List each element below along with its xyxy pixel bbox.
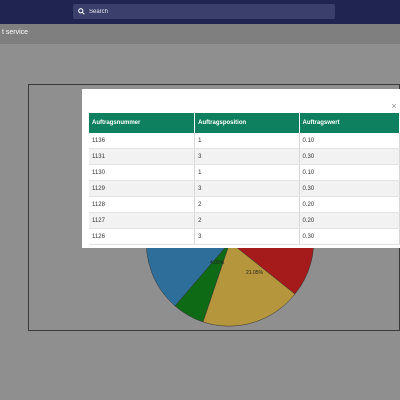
cell-auftragswert: 0.10: [299, 133, 400, 149]
cell-auftragsposition: 2: [194, 212, 300, 229]
table-row[interactable]: 1131 3 0.30: [89, 148, 400, 165]
table-row[interactable]: 1136 1 0.10: [89, 133, 400, 149]
cell-auftragsposition: 1: [194, 133, 300, 149]
page-title: t service: [2, 29, 29, 36]
table-row[interactable]: 1129 3 0.30: [89, 180, 400, 197]
cell-auftragsposition: 2: [194, 196, 300, 213]
search-box[interactable]: [73, 4, 335, 19]
cell-auftragswert: 0.20: [299, 212, 400, 229]
column-header-auftragsposition[interactable]: Auftragsposition: [194, 113, 300, 133]
pie-label-green: 4.05%: [210, 260, 225, 266]
cell-auftragsnummer: 1131: [89, 148, 196, 165]
column-header-auftragswert[interactable]: Auftragswert: [299, 113, 400, 133]
cell-auftragsposition: 1: [194, 164, 300, 181]
cell-auftragsposition: 3: [194, 228, 300, 245]
pie-label-gold: 21.05%: [246, 270, 264, 276]
cell-auftragsnummer: 1129: [89, 180, 196, 197]
cell-auftragswert: 0.30: [299, 180, 400, 197]
column-header-auftragsnummer[interactable]: Auftragsnummer: [89, 113, 196, 133]
cell-auftragsnummer: 1127: [89, 212, 196, 229]
cell-auftragsnummer: 1130: [89, 164, 196, 181]
table-row[interactable]: 1128 2 0.20: [89, 196, 400, 213]
order-details-modal: × Auftragsnummer Auftragsposition Auftra…: [82, 89, 400, 248]
pie-slice-gold[interactable]: [202, 241, 296, 327]
cell-auftragsnummer: 1136: [89, 133, 196, 149]
close-icon[interactable]: ×: [391, 101, 397, 111]
table-header-row: Auftragsnummer Auftragsposition Auftrags…: [89, 113, 400, 133]
orders-table: Auftragsnummer Auftragsposition Auftrags…: [89, 113, 400, 245]
cell-auftragswert: 0.20: [299, 196, 400, 213]
cell-auftragsposition: 3: [194, 148, 300, 165]
search-input[interactable]: [89, 8, 319, 15]
cell-auftragswert: 0.10: [299, 164, 400, 181]
table-row[interactable]: 1130 1 0.10: [89, 164, 400, 181]
table-row[interactable]: 1126 3 0.30: [89, 228, 400, 245]
cell-auftragswert: 0.30: [299, 148, 400, 165]
cell-auftragsposition: 3: [194, 180, 300, 197]
cell-auftragsnummer: 1126: [89, 228, 196, 245]
cell-auftragswert: 0.30: [299, 228, 400, 245]
page-header: t service: [0, 24, 400, 44]
top-navigation-bar: [0, 0, 400, 24]
search-icon: [78, 8, 85, 15]
cell-auftragsnummer: 1128: [89, 196, 196, 213]
table-row[interactable]: 1127 2 0.20: [89, 212, 400, 229]
